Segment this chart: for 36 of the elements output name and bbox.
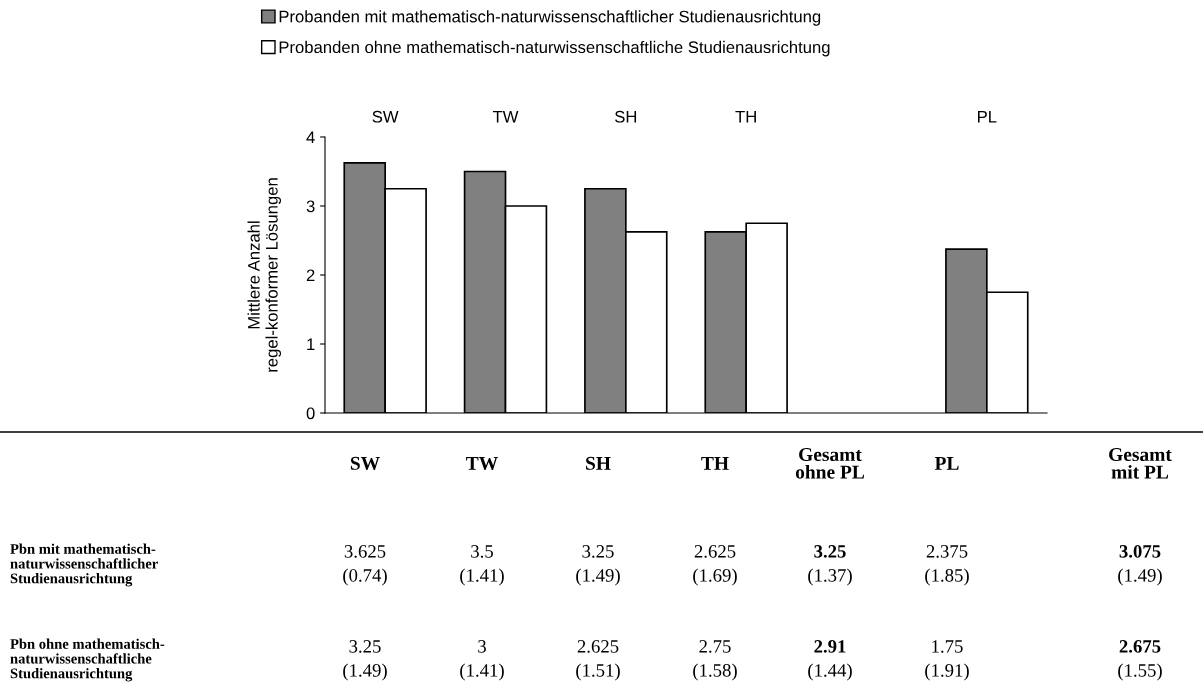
text: 3.625 (0.74) [343, 545, 387, 586]
category-label: SH [586, 456, 611, 470]
legend-label: Probanden ohne mathematisch-naturwissenschaftliche Studienausrichtung [279, 40, 830, 57]
x-tick-label: SH [615, 110, 637, 123]
category-label: Pbn ohne mathematisch- naturwissenschaftliche Studienausrichtung [10, 638, 165, 682]
y-tick-label: 3 [306, 200, 315, 213]
y-tick-label: 0 [306, 407, 315, 420]
text: 2.625 (1.69) [693, 545, 737, 586]
category-label: PL [934, 456, 959, 470]
text: 1.75 (1.91) [925, 640, 969, 681]
x-tick-label: TH [735, 110, 756, 123]
x-tick-label: PL [978, 110, 997, 123]
text: 3.25 (1.49) [576, 545, 620, 586]
text: 3.25 (1.49) [343, 640, 387, 681]
y-tick-label: 4 [306, 131, 315, 144]
y-tick-label: 1 [307, 338, 315, 351]
category-label: TH [701, 456, 729, 470]
text: 2.75 (1.58) [693, 640, 737, 681]
category-label: Gesamt mit PL [1109, 447, 1172, 479]
text: 3.5 (1.41) [460, 545, 504, 586]
text: 3.25 (1.37) [808, 545, 852, 586]
text: 3.075 (1.49) [1118, 545, 1162, 586]
legend-label: Probanden mit mathematisch-naturwissenschaftlicher Studienausrichtung [279, 10, 821, 26]
x-tick-label: TW [492, 110, 519, 123]
text: 2.375 (1.85) [925, 545, 969, 586]
x-tick-label: SW [372, 110, 399, 123]
category-label: SW [350, 456, 380, 470]
category-label: TW [466, 456, 498, 470]
category-label: Gesamt ohne PL [795, 447, 865, 479]
text: 2.675 (1.55) [1118, 640, 1162, 681]
category-label: Pbn mit mathematisch- naturwissenschaftlicher Studienausrichtung [10, 543, 158, 587]
text: 3 (1.41) [460, 640, 504, 681]
text: 2.625 (1.51) [576, 640, 620, 681]
text: 2.91 (1.44) [808, 640, 852, 681]
y-axis-title: Mittlere Anzahl regel-konformer Lösungen [247, 178, 282, 372]
y-tick-label: 2 [306, 269, 315, 282]
